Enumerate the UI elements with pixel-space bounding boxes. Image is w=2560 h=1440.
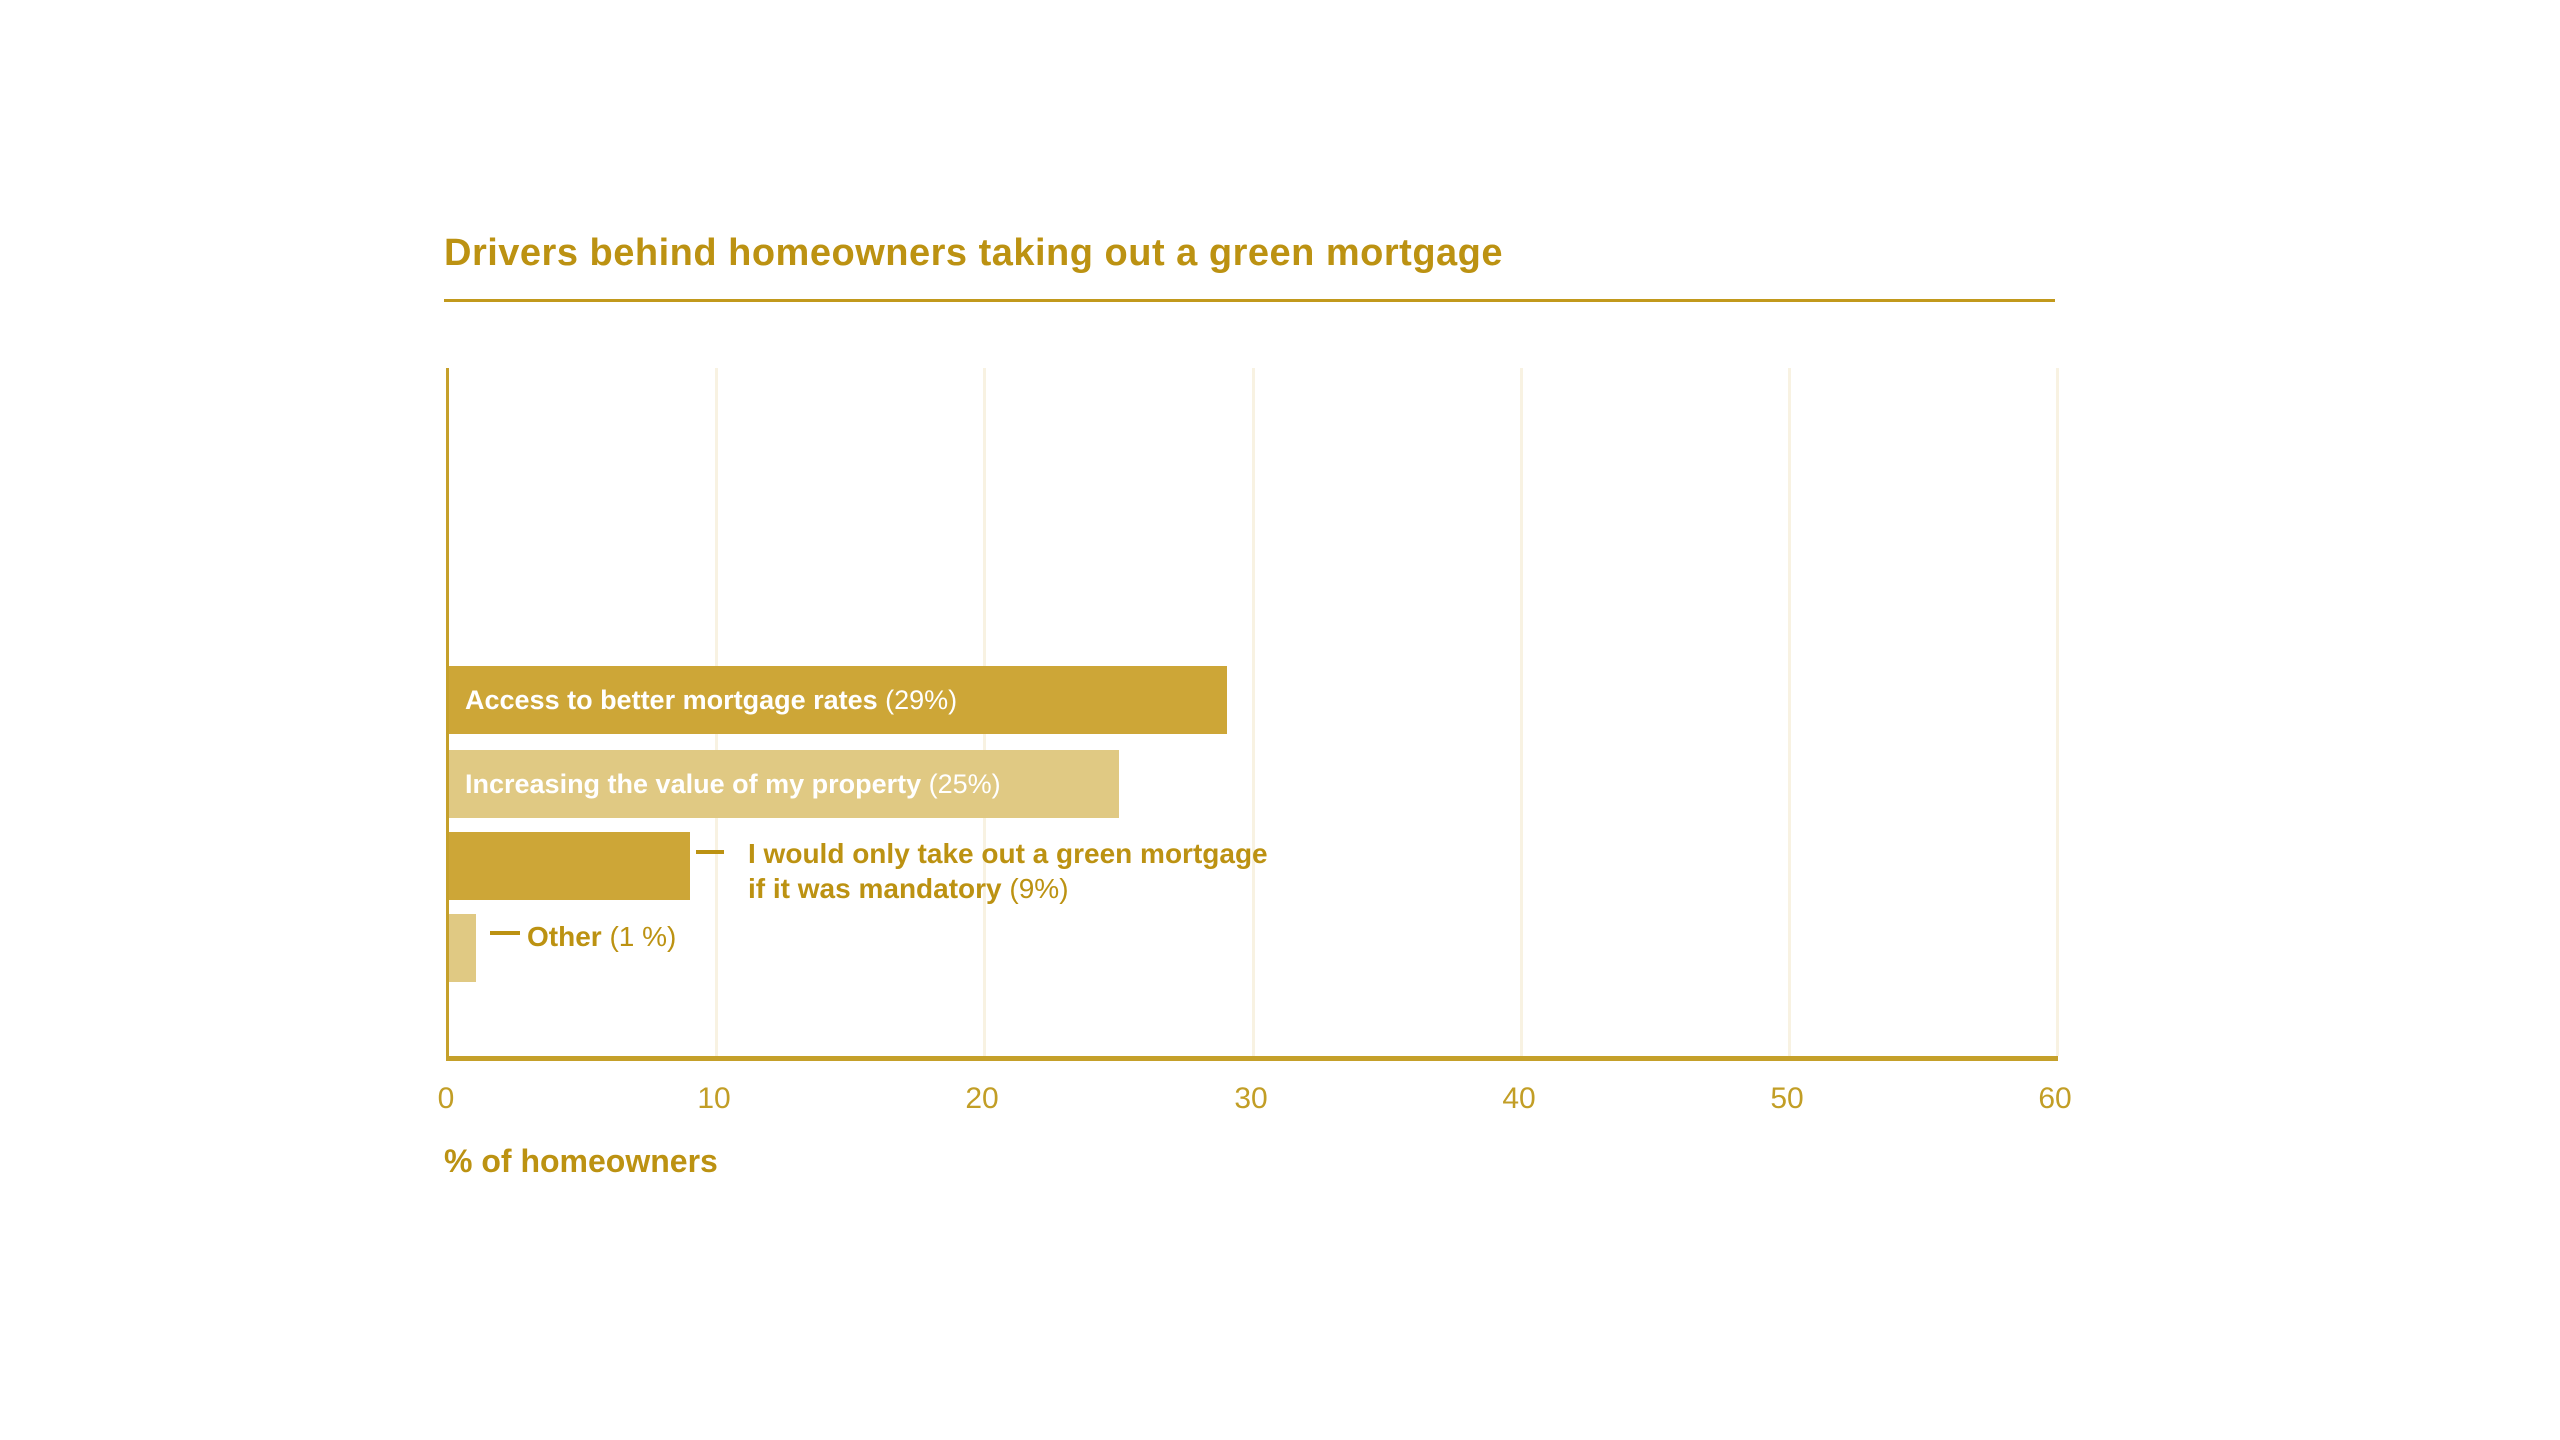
bar	[449, 832, 690, 900]
bar-label: Increasing the value of my property (25%…	[465, 768, 1001, 799]
bar	[449, 914, 476, 982]
bar: Access to better mortgage rates (29%)	[449, 666, 1227, 734]
x-tick-50: 50	[1770, 1082, 1804, 1115]
bar-connector-line	[490, 931, 520, 935]
x-tick-10: 10	[697, 1082, 731, 1115]
gridline-40	[1520, 368, 1523, 1056]
x-tick-20: 20	[965, 1082, 999, 1115]
bar-label: Access to better mortgage rates (29%)	[465, 684, 958, 715]
x-tick-0: 0	[437, 1082, 455, 1115]
x-tick-30: 30	[1234, 1082, 1268, 1115]
bar-connector-line	[696, 850, 724, 854]
title-rule	[444, 299, 2055, 302]
x-axis-title: % of homeowners	[444, 1143, 718, 1179]
x-tick-40: 40	[1502, 1082, 1536, 1115]
plot-area: Access to better mortgage rates (29%) Inc…	[446, 368, 2059, 1061]
gridline-50	[1788, 368, 1791, 1056]
gridline-60	[2056, 368, 2059, 1056]
chart-title: Drivers behind homeowners taking out a g…	[444, 232, 1504, 274]
bar-label: I would only take out a green mortgage if…	[748, 838, 1268, 904]
bar: Increasing the value of my property (25%…	[449, 750, 1119, 818]
bar-label: Other (1 %)	[527, 921, 677, 952]
x-tick-60: 60	[2038, 1082, 2072, 1115]
gridline-30	[1252, 368, 1255, 1056]
